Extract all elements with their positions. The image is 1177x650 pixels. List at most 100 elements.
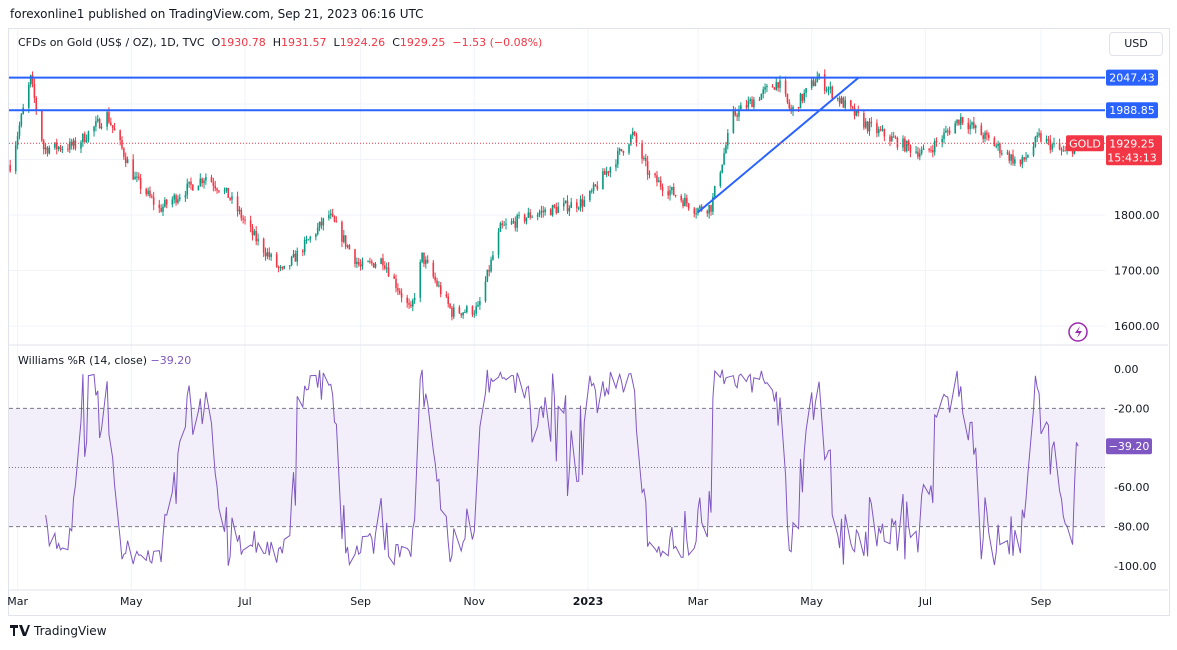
candle-body	[920, 149, 923, 154]
candle-body	[594, 184, 597, 186]
candle-body	[249, 220, 252, 227]
candle-body	[95, 121, 97, 127]
candle-body	[126, 159, 129, 164]
candle-body	[294, 253, 297, 262]
candle-body	[35, 97, 38, 111]
candle-body	[982, 135, 984, 139]
candle-body	[1027, 155, 1029, 158]
candle-body	[866, 121, 869, 132]
candle-body	[672, 187, 675, 196]
candle-body	[315, 234, 317, 237]
candle-body	[190, 181, 192, 185]
candle-body	[242, 218, 244, 220]
candle-body	[764, 87, 766, 90]
candle-body	[335, 221, 338, 223]
candle-body	[1025, 157, 1027, 160]
candle-body	[568, 208, 571, 212]
candle-body	[799, 93, 802, 109]
candle-body	[667, 191, 669, 196]
close-value: 1929.25	[399, 36, 446, 49]
candle-body	[579, 199, 582, 209]
candle-body	[566, 200, 569, 212]
candle-body	[83, 133, 86, 142]
candle-body	[527, 212, 530, 218]
candle-body	[864, 121, 867, 128]
candle-body	[1047, 139, 1050, 141]
candle-body	[262, 238, 265, 253]
published-caption: forexonline1 published on TradingView.co…	[10, 7, 424, 21]
candle-body	[644, 157, 647, 162]
high-value: 1931.57	[281, 36, 327, 49]
candle-body	[961, 117, 964, 123]
candle-body	[397, 288, 399, 291]
indicator-axis-tick: -60.00	[1114, 481, 1149, 494]
candle-body	[1064, 150, 1066, 152]
candle-body	[706, 210, 709, 214]
candle-body	[684, 197, 686, 207]
candle-body	[615, 164, 617, 168]
candle-body	[210, 177, 213, 183]
candle-body	[877, 129, 880, 134]
candle-body	[618, 149, 621, 152]
candle-body	[257, 238, 259, 242]
candle-body	[165, 199, 168, 205]
candle-body	[544, 209, 546, 213]
candle-body	[721, 164, 724, 173]
currency-button[interactable]: USD	[1109, 32, 1163, 56]
candle-body	[777, 82, 779, 88]
candle-body	[784, 80, 787, 94]
candle-body	[969, 124, 971, 130]
candle-body	[44, 147, 47, 150]
candle-body	[738, 109, 740, 117]
candle-body	[132, 159, 134, 180]
candle-body	[935, 141, 938, 143]
candle-body	[695, 213, 697, 215]
candle-body	[1023, 157, 1025, 160]
candle-body	[954, 123, 957, 134]
candle-body	[1010, 154, 1012, 161]
candle-body	[892, 136, 895, 138]
candle-body	[145, 189, 148, 195]
candle-body	[178, 197, 181, 200]
candle-body	[810, 80, 813, 89]
candle-body	[281, 266, 284, 269]
candle-body	[628, 144, 630, 153]
candle-body	[134, 176, 136, 180]
candle-body	[956, 119, 958, 124]
candle-body	[1045, 139, 1048, 142]
candle-body	[460, 313, 463, 316]
candle-body	[203, 180, 205, 184]
candle-body	[244, 219, 246, 221]
candle-body	[523, 214, 526, 222]
candle-body	[279, 266, 282, 268]
candle-body	[740, 105, 742, 110]
candle-body	[20, 114, 23, 126]
candle-body	[290, 256, 293, 266]
candle-body	[333, 216, 336, 222]
candle-body	[31, 75, 34, 84]
symbol-legend: CFDs on Gold (US$ / OZ), 1D, TVC O1930.7…	[18, 36, 542, 49]
williams-band-fill	[9, 408, 1105, 527]
candle-body	[646, 161, 649, 175]
candle-body	[747, 101, 750, 108]
candle-body	[917, 151, 919, 157]
candle-body	[542, 210, 545, 213]
candle-body	[270, 254, 272, 257]
tradingview-logo[interactable]: TradingView	[10, 624, 107, 638]
candle-body	[421, 252, 423, 263]
candle-body	[986, 132, 988, 135]
time-axis-tick: Jul	[918, 595, 932, 608]
candle-body	[346, 245, 349, 247]
candle-body	[831, 86, 833, 99]
candle-body	[162, 206, 164, 212]
candle-body	[16, 135, 19, 146]
candle-body	[41, 110, 43, 141]
candle-body	[33, 83, 36, 98]
candle-body	[283, 265, 285, 269]
candle-body	[343, 235, 345, 242]
candle-body	[152, 197, 155, 205]
candle-body	[316, 227, 319, 235]
candle-body	[844, 100, 847, 108]
candle-body	[302, 250, 304, 253]
